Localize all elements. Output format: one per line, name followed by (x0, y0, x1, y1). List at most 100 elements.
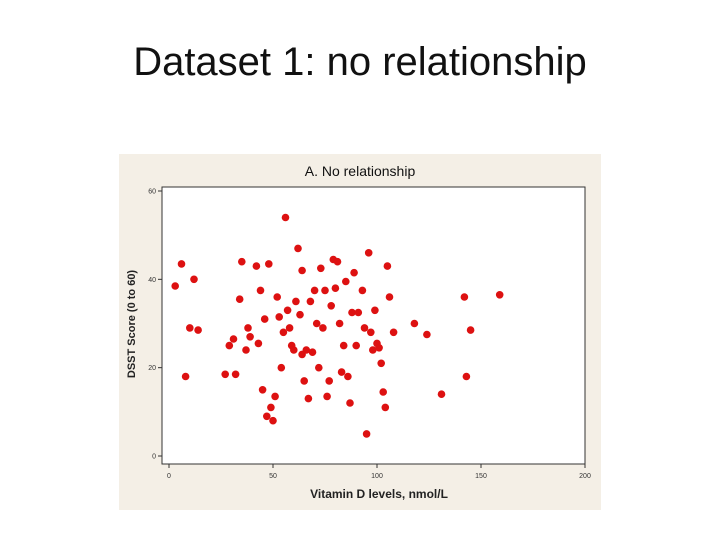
data-point (312, 319, 321, 328)
chart-title: A. No relationship (304, 163, 416, 179)
data-point (385, 293, 394, 301)
slide-title: Dataset 1: no relationship (133, 40, 587, 84)
data-point (177, 260, 186, 268)
data-point (315, 363, 323, 372)
data-point (294, 244, 302, 253)
data-point (271, 392, 279, 401)
data-point (242, 346, 250, 354)
data-point (317, 264, 325, 273)
data-point (348, 308, 356, 317)
data-point (256, 286, 265, 295)
data-point (377, 359, 386, 368)
x-tick-label: 100 (371, 473, 383, 480)
y-tick-label: 20 (148, 365, 156, 372)
data-point (186, 324, 194, 332)
data-point (235, 295, 244, 303)
data-point (302, 346, 311, 354)
plot-area (161, 186, 586, 465)
data-point (246, 333, 254, 341)
data-point (292, 297, 300, 306)
data-point (383, 262, 392, 270)
data-point (310, 286, 319, 295)
data-point (285, 324, 294, 332)
data-point (229, 335, 238, 343)
data-point (362, 430, 371, 438)
data-point (275, 313, 283, 321)
data-point (358, 286, 367, 295)
data-point (367, 328, 375, 337)
data-point (346, 399, 354, 407)
data-point (327, 302, 335, 310)
data-point (265, 260, 273, 268)
data-point (225, 341, 234, 350)
data-point (331, 284, 340, 292)
data-point (423, 330, 431, 339)
data-point (321, 286, 329, 295)
data-point (308, 348, 317, 356)
data-point (296, 310, 304, 319)
data-point (252, 262, 261, 270)
data-point (371, 306, 379, 315)
data-point (171, 282, 179, 290)
data-point (466, 326, 475, 334)
data-point (344, 372, 352, 381)
data-point (460, 293, 469, 301)
data-point (350, 268, 358, 277)
data-point (306, 297, 315, 306)
data-point (231, 370, 240, 379)
data-point (462, 372, 471, 381)
data-point (354, 308, 363, 317)
data-point (267, 403, 275, 412)
data-point (319, 324, 327, 332)
axis-ticks: 0 50 100 150 200 0 20 40 60 (148, 189, 591, 481)
data-point (335, 319, 344, 328)
data-point (298, 266, 306, 275)
data-point (281, 213, 290, 222)
data-point (381, 403, 390, 412)
x-tick-label: 150 (475, 473, 487, 480)
data-point (283, 306, 292, 315)
x-tick-label: 0 (167, 473, 171, 480)
data-point (273, 293, 281, 301)
y-tick-label: 0 (152, 454, 156, 461)
data-point (410, 319, 419, 328)
data-point (258, 386, 267, 394)
data-point (339, 341, 348, 350)
data-point (269, 416, 277, 425)
data-point (279, 328, 288, 337)
data-point (194, 326, 202, 334)
data-point (369, 346, 377, 354)
x-tick-label: 200 (579, 473, 591, 480)
data-point (277, 363, 286, 372)
data-point (300, 377, 308, 385)
data-points (171, 213, 504, 438)
data-point (325, 377, 333, 385)
data-point (260, 315, 269, 323)
data-point (437, 390, 446, 398)
x-axis-label: Vitamin D levels, nmol/L (310, 487, 448, 501)
data-point (221, 370, 229, 379)
data-point (263, 412, 271, 421)
data-point (360, 324, 369, 332)
data-point (323, 392, 331, 401)
data-point (254, 339, 263, 348)
x-tick-label: 50 (269, 473, 277, 480)
y-tick-label: 60 (148, 189, 156, 196)
data-point (495, 291, 504, 299)
data-point (333, 257, 342, 266)
data-point (364, 249, 373, 257)
data-point (352, 341, 360, 350)
data-point (190, 275, 198, 284)
data-point (181, 372, 190, 381)
y-tick-label: 40 (148, 277, 156, 284)
chart-figure: A. No relationship 0 50 100 150 200 0 20 40 60 D… (119, 154, 601, 510)
data-point (290, 346, 298, 354)
data-point (238, 257, 246, 266)
data-point (337, 368, 346, 376)
scatter-plot: 0 50 100 150 200 0 20 40 60 (148, 186, 591, 481)
data-point (375, 344, 383, 352)
data-point (389, 328, 398, 337)
data-point (379, 388, 388, 396)
data-point (244, 324, 252, 332)
y-axis-label: DSST Score (0 to 60) (126, 269, 138, 379)
